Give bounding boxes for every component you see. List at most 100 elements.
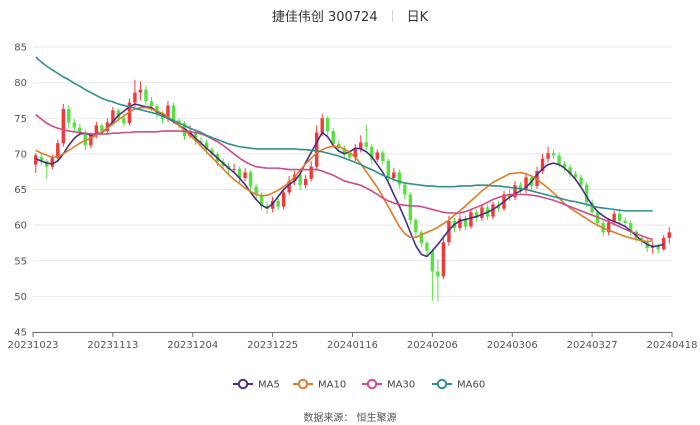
candle-body: [359, 142, 363, 149]
candle-body: [237, 168, 242, 179]
candle-body: [326, 118, 330, 132]
legend[interactable]: MA5 MA10 MA30 MA60: [233, 378, 485, 391]
x-tick-label: 20231204: [167, 340, 218, 351]
candle-body: [83, 132, 88, 146]
candle-body: [342, 148, 346, 154]
candle-body: [463, 218, 468, 227]
candle-body: [303, 178, 308, 186]
candle-body: [419, 232, 424, 243]
candle-body: [441, 242, 446, 277]
x-tick-label: 20240206: [407, 340, 458, 351]
candle-body: [353, 148, 357, 158]
candle-body: [67, 108, 71, 123]
candle-body: [72, 122, 77, 128]
candle-body: [34, 155, 38, 165]
candle-body: [232, 168, 236, 170]
legend-label: MA10: [318, 380, 346, 391]
candle-body: [392, 172, 396, 179]
candle-body: [408, 194, 413, 221]
candle-body: [144, 89, 148, 102]
x-tick-label: 20240327: [567, 340, 618, 351]
grid-lines: [33, 46, 672, 333]
candles: [34, 79, 671, 302]
candle-body: [364, 142, 368, 147]
ma-line-ma10: [35, 106, 653, 243]
legend-marker: [436, 378, 448, 390]
y-tick-label: 65: [14, 185, 27, 196]
candle-body: [331, 131, 335, 144]
ma-line-ma30: [35, 114, 653, 241]
period-label: 日K: [406, 10, 429, 25]
x-tick-label: 20240418: [647, 340, 698, 351]
candle-body: [270, 200, 275, 209]
candle-body: [105, 122, 110, 132]
ma-line-ma5: [35, 103, 664, 258]
moving-average-lines: [35, 56, 664, 258]
candle-body: [662, 237, 666, 250]
candle-body: [436, 271, 440, 277]
y-tick-label: 50: [14, 292, 27, 303]
candle-body: [287, 180, 291, 193]
x-tick-label: 20231225: [247, 340, 298, 351]
candle-body: [348, 153, 352, 158]
x-tick-label: 20231023: [8, 340, 59, 351]
candle-body: [50, 158, 54, 167]
legend-marker: [237, 378, 249, 390]
candle-body: [617, 213, 622, 221]
candle-body: [276, 200, 280, 207]
legend-item-ma10[interactable]: MA10: [293, 378, 346, 391]
legend-item-ma5[interactable]: MA5: [233, 378, 280, 391]
candle-body: [584, 184, 589, 203]
candle-body: [177, 120, 181, 124]
axes: 45 50 55 60 65 70 75 80 85 20231023 20231113 202312…: [8, 43, 698, 352]
x-tick-label: 20231113: [87, 340, 138, 351]
candle-body: [314, 132, 319, 167]
candle-body: [397, 172, 402, 185]
candle-body: [56, 143, 60, 159]
candle-body: [518, 185, 523, 191]
legend-marker: [366, 378, 378, 390]
candle-body: [61, 108, 66, 144]
candle-body: [480, 207, 484, 218]
candle-body: [667, 232, 671, 238]
candle-body: [590, 202, 594, 213]
candle-body: [381, 152, 385, 161]
candle-body: [546, 153, 550, 159]
legend-item-ma30[interactable]: MA30: [362, 378, 415, 391]
legend-item-ma60[interactable]: MA60: [432, 378, 485, 391]
ma-line-ma60: [35, 56, 653, 212]
candle-body: [111, 110, 115, 123]
candle-body: [403, 184, 407, 195]
candle-body: [309, 166, 313, 179]
title-divider: [391, 10, 393, 22]
candle-body: [370, 146, 374, 160]
candle-body: [469, 212, 473, 227]
candle-body: [535, 170, 539, 186]
candle-body: [133, 92, 137, 103]
candle-body: [386, 161, 391, 179]
candle-body: [623, 220, 627, 223]
candle-body: [94, 125, 99, 136]
candle-body: [551, 153, 556, 156]
chart-title: 捷佳伟创 300724 日K: [0, 6, 700, 25]
candle-body: [210, 149, 214, 154]
candle-body: [254, 186, 258, 195]
y-tick-label: 70: [14, 149, 27, 160]
candle-body: [562, 163, 567, 168]
candle-body: [458, 218, 462, 228]
candle-body: [248, 172, 253, 187]
candle-body: [193, 131, 198, 142]
candle-body: [166, 105, 170, 119]
candle-body: [100, 125, 104, 132]
candle-body: [204, 142, 209, 150]
legend-label: MA5: [258, 380, 280, 391]
y-tick-label: 80: [14, 78, 27, 89]
y-tick-label: 75: [14, 114, 27, 125]
candle-body: [579, 177, 583, 185]
candle-body: [507, 194, 512, 198]
legend-marker: [297, 378, 309, 390]
source-note: 数据来源： 恒生聚源: [303, 413, 397, 424]
candle-body: [199, 141, 203, 143]
